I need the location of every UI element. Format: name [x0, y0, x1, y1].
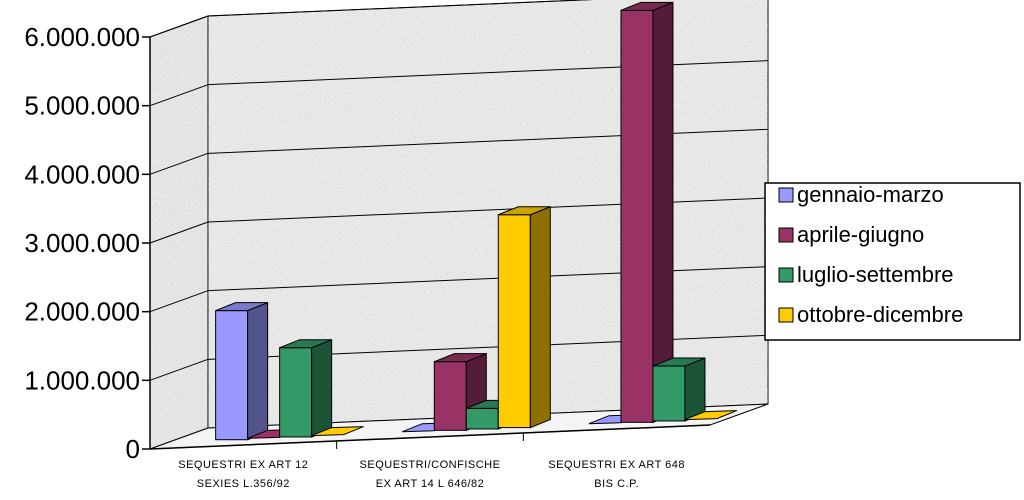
- bar-top: [652, 357, 706, 367]
- x-axis: SEQUESTRI EX ART 12 SEXIES L.356/92 SEQUES…: [149, 424, 711, 490]
- y-tick-label-1: 1.000.000: [24, 365, 140, 395]
- y-axis: 0 1.000.000 2.000.000 3.000.000 4.000.000 5.0…: [24, 22, 151, 464]
- legend-label-1: aprile-giugno: [797, 222, 924, 247]
- x-category-label-1-1: EX ART 14 L 646/82: [376, 478, 484, 490]
- bar-front: [215, 310, 249, 441]
- legend-swatch-2: [778, 267, 794, 283]
- legend-label-2: luglio-settembre: [797, 262, 954, 287]
- bar-flat-top: [684, 410, 738, 421]
- bar-flat-top: [311, 426, 364, 437]
- bars: [215, 1, 738, 441]
- bar-top: [215, 302, 268, 312]
- bar-front: [620, 9, 654, 423]
- x-category-label-2-1: BIS C.P.: [594, 478, 639, 490]
- legend-swatch-1: [778, 227, 794, 243]
- bar-ottobre-dicembre-2: [684, 410, 738, 421]
- bar-top: [434, 353, 487, 363]
- bar-front: [497, 214, 531, 429]
- bar-top: [279, 339, 332, 349]
- x-category-label-2-0: SEQUESTRI EX ART 648: [548, 459, 685, 471]
- legend-swatch-0: [778, 187, 794, 203]
- bar-luglio-settembre-0: [279, 338, 333, 438]
- gridline-back-4: [207, 128, 769, 154]
- bar-front: [465, 407, 499, 430]
- legend-swatch-3: [778, 307, 794, 323]
- gridline-side-6: [149, 15, 209, 38]
- y-tick-label-5: 5.000.000: [24, 91, 140, 121]
- gridline-side-3: [149, 221, 209, 244]
- x-category-label-0-1: SEXIES L.356/92: [197, 478, 290, 490]
- bar-luglio-settembre-2: [652, 357, 706, 422]
- legend-label-3: ottobre-dicembre: [797, 302, 963, 327]
- x-axis-line: [149, 424, 711, 450]
- y-tick-label-4: 4.000.000: [24, 159, 140, 189]
- legend-box: [764, 182, 1021, 341]
- gridline-back-6: [207, 0, 594, 17]
- bar-gennaio-marzo-0: [215, 301, 269, 441]
- gridline-side-2: [149, 290, 209, 313]
- gridlines: [149, 0, 769, 381]
- bar-side: [247, 301, 269, 441]
- bar-side: [529, 205, 551, 429]
- gridline-back-2: [207, 266, 769, 292]
- bar-side: [311, 338, 333, 438]
- bar-ottobre-dicembre-0: [311, 426, 364, 437]
- bar-ottobre-dicembre-1: [497, 205, 551, 429]
- x-category-label-0-0: SEQUESTRI EX ART 12: [178, 459, 308, 471]
- bar-front: [652, 365, 686, 422]
- y-tick-label-6: 6.000.000: [24, 22, 140, 52]
- legend-label-0: gennaio-marzo: [797, 182, 944, 207]
- gridline-side-1: [149, 358, 209, 381]
- gridline-back-5: [207, 60, 769, 86]
- bar-side: [684, 357, 706, 422]
- y-tick-label-3: 3.000.000: [24, 228, 140, 258]
- legend: gennaio-marzo aprile-giugno luglio-settemb…: [764, 182, 1021, 341]
- bar-front: [433, 361, 467, 431]
- gridline-side-4: [149, 152, 209, 175]
- x-category-label-1-0: SEQUESTRI/CONFISCHE: [360, 459, 501, 471]
- gridline-side-5: [149, 84, 209, 107]
- gridline-back-3: [207, 197, 769, 223]
- y-tick-label-0: 0: [126, 434, 140, 464]
- bar-top: [498, 206, 551, 216]
- y-tick-label-2: 2.000.000: [24, 297, 140, 327]
- bar-front: [279, 347, 313, 438]
- bar-aprile-giugno-2: [620, 1, 674, 424]
- bar-top: [620, 1, 674, 11]
